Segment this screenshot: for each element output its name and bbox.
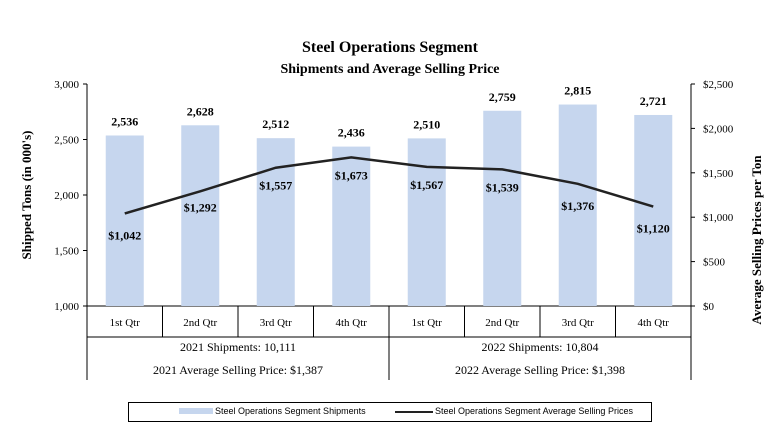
group-price-label: 2021 Average Selling Price: $1,387 <box>153 363 323 377</box>
shipments-data-label: 2,628 <box>187 104 214 118</box>
y2-tick-label: $0 <box>703 301 715 313</box>
x-tick-label: 4th Qtr <box>638 317 670 329</box>
shipments-bar <box>634 114 673 307</box>
legend-price-swatch <box>395 411 433 413</box>
price-data-label: $1,120 <box>637 222 670 236</box>
y-tick-label: 1,500 <box>54 246 79 258</box>
shipments-bar <box>483 110 522 306</box>
y2-tick-label: $500 <box>703 257 726 269</box>
y-tick-label: 1,000 <box>54 301 79 313</box>
shipments-data-label: 2,436 <box>338 126 365 140</box>
group-price-label: 2022 Average Selling Price: $1,398 <box>455 363 625 377</box>
price-data-label: $1,539 <box>486 180 519 194</box>
price-data-label: $1,567 <box>410 178 443 192</box>
x-tick-label: 2nd Qtr <box>485 317 519 329</box>
legend: Steel Operations Segment Shipments Steel… <box>128 402 652 422</box>
y2-tick-label: $1,000 <box>703 212 734 224</box>
shipments-bar <box>256 138 295 306</box>
shipments-bar <box>407 138 446 306</box>
legend-shipments-label: Steel Operations Segment Shipments <box>215 406 366 416</box>
price-data-label: $1,376 <box>561 199 594 213</box>
price-data-label: $1,673 <box>335 168 368 182</box>
y-tick-label: 2,500 <box>54 135 79 147</box>
x-tick-label: 3rd Qtr <box>260 317 292 329</box>
shipments-data-label: 2,536 <box>111 115 138 129</box>
legend-shipments-swatch <box>179 408 213 414</box>
shipments-bar <box>181 125 220 307</box>
shipments-data-label: 2,510 <box>413 117 440 131</box>
y-tick-label: 2,000 <box>54 190 79 202</box>
x-tick-label: 2nd Qtr <box>183 317 217 329</box>
price-data-label: $1,292 <box>184 200 217 214</box>
y-axis-title: Shipped Tons (in 000's) <box>19 131 34 260</box>
y-tick-label: 3,000 <box>54 79 79 91</box>
y2-tick-label: $1,500 <box>703 168 734 180</box>
price-line <box>124 156 654 215</box>
y2-tick-label: $2,000 <box>703 123 734 135</box>
group-shipments-label: 2022 Shipments: 10,804 <box>481 340 598 354</box>
price-data-label: $1,557 <box>259 179 292 193</box>
shipments-bar <box>332 146 371 306</box>
x-tick-label: 3rd Qtr <box>562 317 594 329</box>
shipments-data-label: 2,721 <box>640 94 667 108</box>
chart-subtitle: Shipments and Average Selling Price <box>280 62 499 77</box>
chart-title: Steel Operations Segment <box>302 39 479 56</box>
x-tick-label: 1st Qtr <box>412 317 443 329</box>
y2-tick-label: $2,500 <box>703 79 734 91</box>
y2-axis-title: Average Selling Prices per Ton <box>749 155 764 325</box>
price-data-label: $1,042 <box>108 228 141 242</box>
shipments-bar <box>558 104 597 306</box>
shipments-data-label: 2,815 <box>564 84 591 98</box>
shipments-data-label: 2,512 <box>262 117 289 131</box>
legend-price-label: Steel Operations Segment Average Selling… <box>435 406 633 416</box>
x-tick-label: 1st Qtr <box>110 317 141 329</box>
group-shipments-label: 2021 Shipments: 10,111 <box>180 340 296 354</box>
shipments-bar <box>105 135 144 306</box>
x-tick-label: 4th Qtr <box>336 317 368 329</box>
shipments-data-label: 2,759 <box>489 90 516 104</box>
